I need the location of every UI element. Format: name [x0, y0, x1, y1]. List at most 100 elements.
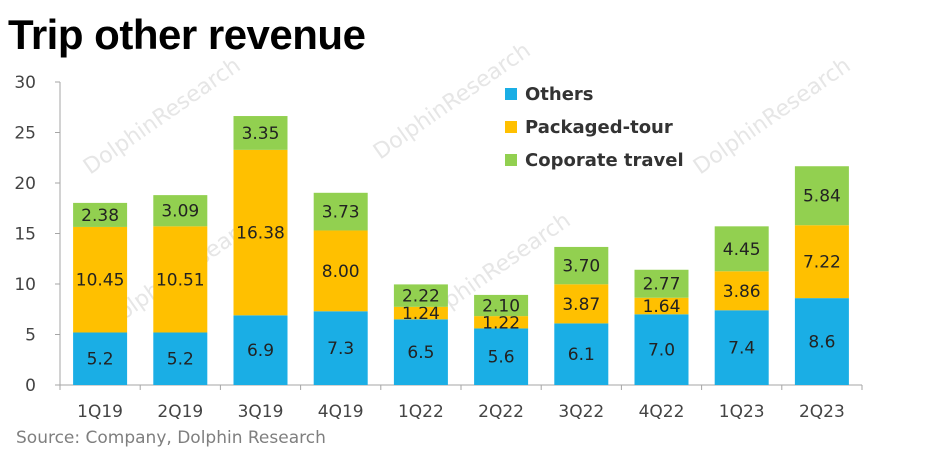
x-tick-label: 2Q22	[478, 402, 524, 422]
y-tick-label: 20	[14, 174, 36, 194]
bar-segment-packaged-tour	[634, 297, 689, 315]
bar-segment-coporate-travel	[714, 226, 769, 272]
legend-swatch	[505, 154, 517, 166]
bar-stack-4q22: 7.0 1.642.77 4Q22	[634, 269, 689, 422]
source-note: Source: Company, Dolphin Research	[16, 428, 326, 448]
x-tick-label: 3Q19	[238, 402, 284, 422]
x-tick-label: 1Q22	[398, 402, 444, 422]
data-label: 2.38	[81, 206, 119, 226]
x-tick-label: 2Q23	[799, 402, 845, 422]
bar-segment-coporate-travel	[794, 166, 849, 226]
bar-segment-others	[554, 323, 609, 385]
bar-segment-packaged-tour	[554, 284, 609, 324]
data-label: 2.77	[643, 275, 681, 295]
bar-stack-1q23: 7.4 3.86 4.45 1Q23	[714, 226, 769, 422]
bar-segment-coporate-travel	[233, 116, 288, 150]
y-tick-label: 30	[14, 73, 36, 93]
bar-stack-1q22: 6.5 1.242.22 1Q22	[393, 284, 448, 422]
data-label: 3.86	[723, 282, 761, 302]
bar-segment-packaged-tour	[714, 271, 769, 311]
legend-swatch	[505, 121, 517, 133]
y-tick-label: 25	[14, 124, 36, 144]
bar-segment-others	[233, 315, 288, 385]
bar-segment-others	[634, 314, 689, 385]
data-label: 4.45	[723, 240, 761, 260]
data-label: 7.3	[327, 339, 354, 359]
bars-layer: 5.2 10.45 2.38 1Q19 5.2 10.51 3.09 2Q19 6.9 16.38…	[73, 116, 849, 422]
bar-segment-coporate-travel	[474, 294, 529, 317]
data-label: 6.5	[407, 343, 434, 363]
data-label: 3.87	[562, 295, 600, 315]
bar-segment-packaged-tour	[393, 306, 448, 320]
legend-item: Others	[505, 84, 594, 105]
bar-segment-others	[794, 298, 849, 385]
legend-item: Packaged-tour	[505, 117, 673, 138]
bar-segment-others	[73, 332, 128, 385]
chart-title: Trip other revenue	[8, 11, 366, 58]
data-label: 1.22	[482, 313, 520, 333]
data-label: 1.64	[643, 297, 681, 317]
x-tick-label: 2Q19	[157, 402, 203, 422]
legend-label: Packaged-tour	[525, 117, 673, 138]
bar-stack-4q19: 7.3 8.00 3.73 4Q19	[313, 192, 368, 422]
bar-segment-packaged-tour	[233, 149, 288, 316]
legend-label: Others	[525, 84, 594, 105]
legend-label: Coporate travel	[525, 150, 684, 171]
bar-segment-others	[153, 332, 208, 385]
data-label: 2.22	[402, 287, 440, 307]
data-label: 1.24	[402, 304, 440, 324]
x-tick-label: 1Q23	[719, 402, 765, 422]
data-label: 3.70	[562, 257, 600, 277]
bar-stack-3q22: 6.1 3.87 3.70 3Q22	[554, 246, 609, 422]
bar-segment-others	[313, 311, 368, 385]
data-label: 7.4	[728, 339, 755, 359]
legend: Others Packaged-tour Coporate travel	[505, 84, 684, 171]
data-label: 3.09	[161, 202, 199, 222]
bar-stack-2q23: 8.6 7.22 5.84 2Q23	[794, 166, 849, 422]
data-label: 5.2	[167, 350, 194, 370]
data-label: 6.9	[247, 341, 274, 361]
data-label: 8.6	[808, 333, 835, 353]
bar-segment-packaged-tour	[313, 230, 368, 312]
bar-segment-coporate-travel	[153, 195, 208, 227]
data-label: 7.22	[803, 253, 841, 273]
y-tick-label: 15	[14, 225, 36, 245]
bar-segment-coporate-travel	[313, 192, 368, 231]
watermark-text: DolphinResearch	[79, 53, 245, 180]
bar-segment-packaged-tour	[73, 226, 128, 333]
bar-segment-others	[474, 328, 529, 385]
legend-swatch	[505, 88, 517, 100]
data-label: 5.2	[87, 350, 114, 370]
bar-segment-others	[714, 310, 769, 385]
data-label: 10.51	[156, 270, 205, 290]
data-label: 2.10	[482, 297, 520, 317]
legend-item: Coporate travel	[505, 150, 684, 171]
bar-segment-coporate-travel	[554, 246, 609, 285]
bar-segment-coporate-travel	[73, 202, 128, 227]
bar-segment-packaged-tour	[153, 226, 208, 333]
data-label: 5.6	[488, 348, 515, 368]
x-tick-label: 4Q22	[639, 402, 685, 422]
bar-stack-2q22: 5.6 1.222.10 2Q22	[474, 294, 529, 422]
y-tick-label: 0	[25, 376, 36, 396]
bar-stack-3q19: 6.9 16.38 3.35 3Q19	[233, 116, 288, 422]
data-label: 6.1	[568, 345, 595, 365]
bar-segment-coporate-travel	[393, 284, 448, 307]
data-label: 16.38	[236, 224, 285, 244]
data-label: 7.0	[648, 341, 675, 361]
data-label: 10.45	[76, 271, 125, 291]
watermark-text: DolphinResearch	[369, 38, 535, 165]
x-tick-label: 4Q19	[318, 402, 364, 422]
bar-segment-packaged-tour	[474, 316, 529, 329]
axis-layer: 0 5 10 15 20 25 30	[14, 73, 863, 396]
watermark-text: DolphinResearch	[689, 53, 855, 180]
y-tick-label: 10	[14, 275, 36, 295]
bar-segment-others	[393, 319, 448, 385]
data-label: 3.73	[322, 203, 360, 223]
data-label: 5.84	[803, 187, 841, 207]
x-tick-label: 1Q19	[77, 402, 123, 422]
y-tick-label: 5	[25, 326, 36, 346]
stacked-bar-chart: DolphinResearch DolphinResearch DolphinRes…	[14, 38, 863, 422]
data-label: 8.00	[322, 262, 360, 282]
x-tick-label: 3Q22	[558, 402, 604, 422]
